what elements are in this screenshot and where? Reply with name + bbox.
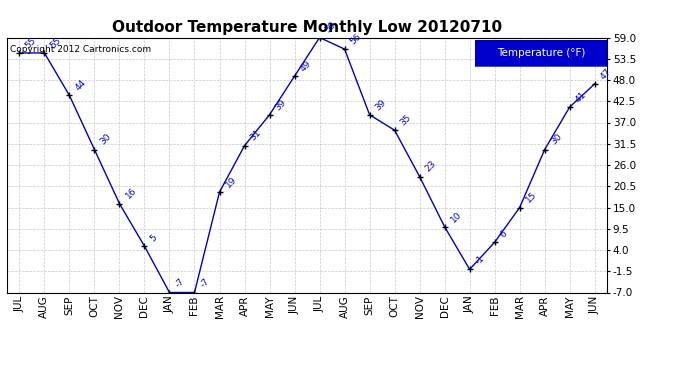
Text: 35: 35	[399, 113, 413, 128]
Text: 30: 30	[99, 132, 113, 147]
Text: -7: -7	[174, 277, 186, 290]
Text: 5: 5	[148, 233, 159, 243]
Text: 41: 41	[574, 90, 589, 104]
Text: 10: 10	[448, 210, 463, 224]
Text: 23: 23	[424, 159, 438, 174]
Text: 39: 39	[274, 98, 288, 112]
Text: 56: 56	[348, 32, 363, 46]
Text: -1: -1	[474, 254, 486, 267]
Text: 16: 16	[124, 186, 138, 201]
Text: 55: 55	[48, 36, 63, 50]
Title: Outdoor Temperature Monthly Low 20120710: Outdoor Temperature Monthly Low 20120710	[112, 20, 502, 35]
Text: 49: 49	[299, 59, 313, 74]
Text: 55: 55	[23, 36, 38, 50]
Text: 19: 19	[224, 175, 238, 189]
Text: 6: 6	[499, 229, 509, 240]
Text: 30: 30	[549, 132, 563, 147]
Text: Copyright 2012 Cartronics.com: Copyright 2012 Cartronics.com	[10, 45, 151, 54]
Text: 15: 15	[524, 190, 538, 205]
Text: 31: 31	[248, 128, 263, 143]
Text: 47: 47	[599, 67, 613, 81]
Text: 39: 39	[374, 98, 388, 112]
Text: 44: 44	[74, 78, 88, 93]
Text: 59: 59	[324, 20, 338, 35]
Text: -7: -7	[199, 277, 211, 290]
